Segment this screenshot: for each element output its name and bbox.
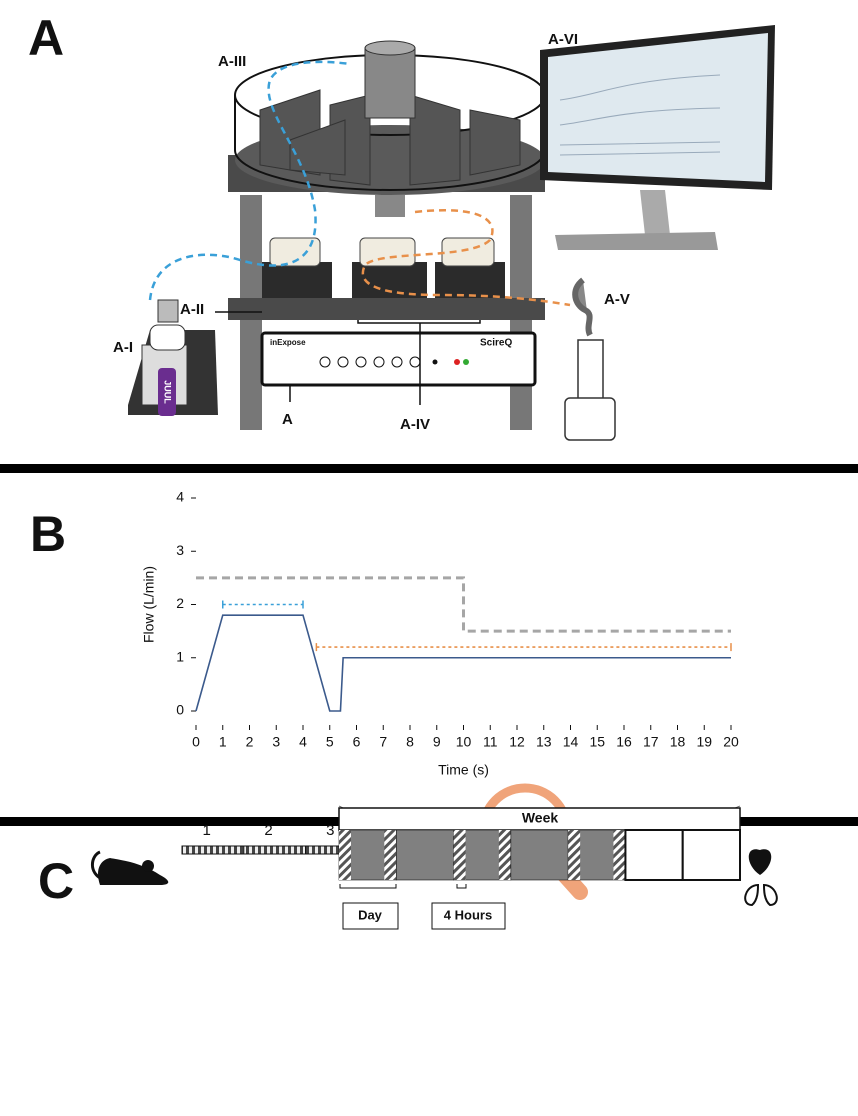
x-tick-label: 20 [723, 734, 739, 750]
x-tick-label: 0 [192, 734, 200, 750]
led [454, 359, 460, 365]
component-label: A-V [604, 291, 630, 308]
exposure-period [568, 830, 580, 880]
y-tick-label: 0 [176, 702, 184, 718]
x-tick-label: 11 [483, 734, 498, 750]
bracket [340, 884, 396, 888]
y-tick-label: 1 [176, 648, 184, 664]
sampler-body [578, 340, 603, 400]
week-segment [244, 846, 306, 854]
exposure-period [499, 830, 511, 880]
x-tick-label: 9 [433, 734, 441, 750]
pod-label: JUUL [163, 380, 173, 404]
x-tick-label: 2 [246, 734, 254, 750]
exposure-period [454, 830, 466, 880]
monitor [540, 25, 775, 250]
panel-label: C [38, 853, 74, 909]
mouse-ear [142, 860, 154, 872]
week-label: Week [522, 810, 559, 826]
x-tick-label: 14 [563, 734, 579, 750]
organ-icons [745, 849, 777, 905]
week-number: 1 [203, 822, 211, 839]
mouse-body [98, 858, 168, 885]
x-tick-label: 3 [272, 734, 280, 750]
day-cell [511, 830, 568, 880]
lungs [745, 885, 777, 905]
led [433, 360, 438, 365]
y-tick-label: 2 [176, 595, 184, 611]
x-tick-label: 6 [353, 734, 361, 750]
x-tick-label: 19 [696, 734, 712, 750]
hub-top [365, 41, 415, 55]
day-cell [396, 830, 453, 880]
x-tick-label: 1 [219, 734, 227, 750]
component-label: A [282, 411, 293, 428]
x-tick-label: 10 [456, 734, 472, 750]
component-label: A-IV [400, 416, 430, 433]
monitor-stand [640, 190, 670, 235]
x-tick-label: 13 [536, 734, 552, 750]
day-label: Day [358, 907, 383, 922]
component-label: A-III [218, 53, 246, 70]
connector [375, 195, 405, 217]
figure: A inExpose ScireQ JUUL A-III [0, 0, 858, 1116]
x-tick-label: 16 [616, 734, 632, 750]
x-axis-title: Time (s) [438, 762, 489, 778]
y-tick-label: 4 [176, 489, 184, 505]
week-number: 2 [264, 822, 272, 839]
day-cell [625, 830, 682, 880]
exposure-period [384, 830, 396, 880]
adapter [158, 300, 178, 322]
week-segment [182, 846, 244, 854]
lower-shelf [228, 298, 545, 320]
panel-label: B [30, 506, 66, 562]
x-tick-label: 7 [379, 734, 387, 750]
separator [0, 464, 858, 473]
leg [240, 320, 262, 430]
component-label: A-I [113, 339, 133, 356]
exposure-period [613, 830, 625, 880]
device-label: inExpose [270, 338, 306, 347]
smoke [575, 280, 590, 335]
sampler-base [565, 398, 615, 440]
day-cell [683, 830, 740, 880]
y-tick-label: 3 [176, 542, 184, 558]
monitor-screen [548, 33, 768, 182]
heart [749, 849, 772, 875]
bracket [358, 320, 480, 323]
component-label: A-VI [548, 31, 578, 48]
flasks [270, 238, 494, 266]
component-label: A-II [180, 301, 204, 318]
x-tick-label: 4 [299, 734, 307, 750]
bracket [457, 884, 466, 888]
monitor-base [555, 232, 718, 250]
led [463, 359, 469, 365]
vape-device: JUUL [128, 300, 218, 416]
x-tick-label: 18 [670, 734, 686, 750]
x-tick-label: 12 [509, 734, 525, 750]
hours-label: 4 Hours [444, 907, 492, 922]
device-label: ScireQ [480, 338, 512, 349]
exposure-period [339, 830, 351, 880]
chart: 0123401234567891011121314151617181920Tim… [141, 489, 739, 778]
week-days [339, 830, 740, 880]
x-tick-label: 15 [589, 734, 605, 750]
central-hub [365, 48, 415, 118]
week-number: 3 [326, 822, 334, 839]
x-tick-label: 8 [406, 734, 414, 750]
series-line [196, 578, 731, 631]
mouse-icon [92, 852, 168, 885]
mouthpiece [150, 325, 185, 350]
panel-label: A [28, 10, 64, 66]
x-tick-label: 17 [643, 734, 659, 750]
x-tick-label: 5 [326, 734, 334, 750]
y-axis-title: Flow (L/min) [141, 566, 157, 643]
